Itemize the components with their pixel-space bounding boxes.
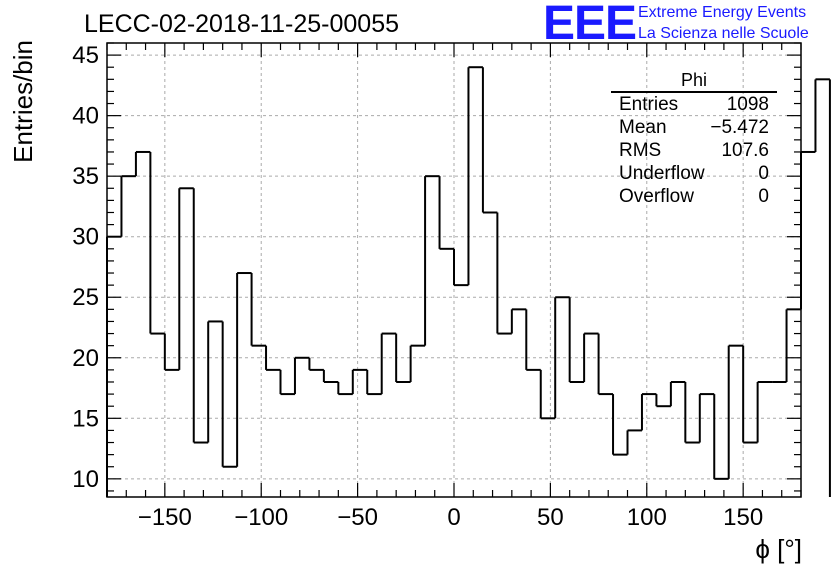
y-tick-label: 25	[72, 284, 99, 311]
eee-logo: EEE	[543, 0, 637, 50]
y-axis-label: Entries/bin	[8, 40, 38, 163]
stats-row-underflow: Underflow 0	[611, 162, 777, 185]
stats-label: Mean	[619, 117, 667, 138]
x-axis-label: ϕ [°]	[755, 534, 802, 564]
y-tick-label: 20	[72, 345, 99, 372]
x-tick-label: 50	[537, 504, 564, 531]
x-tick-label: −100	[234, 504, 288, 531]
y-tick-label: 40	[72, 103, 99, 130]
x-tick-label: 150	[723, 504, 763, 531]
chart-title: LECC-02-2018-11-25-00055	[84, 10, 400, 38]
y-tick-label: 15	[72, 405, 99, 432]
stats-row-overflow: Overflow 0	[611, 185, 777, 208]
stats-box: Phi Entries 1098 Mean −5.472 RMS 107.6 U…	[611, 70, 777, 208]
x-tick-label: −150	[138, 504, 192, 531]
y-tick-label: 10	[72, 466, 99, 493]
stats-label: Overflow	[619, 186, 694, 207]
stats-row-entries: Entries 1098	[611, 93, 777, 116]
x-tick-label: −50	[337, 504, 378, 531]
stats-value: −5.472	[710, 117, 769, 138]
stats-name: Phi	[611, 70, 777, 93]
x-tick-label: 0	[447, 504, 460, 531]
x-tick-label: 100	[627, 504, 667, 531]
stats-value: 0	[758, 186, 769, 207]
stats-label: Underflow	[619, 163, 705, 184]
y-tick-label: 45	[72, 42, 99, 69]
stats-value: 1098	[726, 94, 769, 115]
logo-line-2: La Scienza nelle Scuole	[638, 25, 809, 42]
stats-value: 107.6	[721, 140, 769, 161]
stats-label: RMS	[619, 140, 662, 161]
stats-value: 0	[758, 163, 769, 184]
logo-line-1: Extreme Energy Events	[638, 4, 807, 21]
y-tick-label: 35	[72, 163, 99, 190]
y-tick-label: 30	[72, 224, 99, 251]
stats-row-mean: Mean −5.472	[611, 116, 777, 139]
stats-label: Entries	[619, 94, 679, 115]
stats-row-rms: RMS 107.6	[611, 139, 777, 162]
